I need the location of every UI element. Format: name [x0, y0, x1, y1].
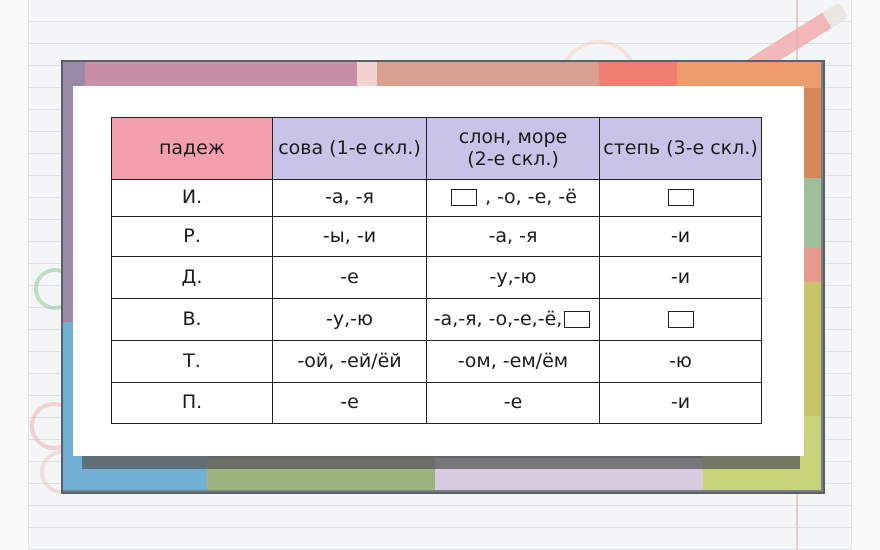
case-cell: И. [111, 179, 273, 217]
board-band [357, 62, 377, 88]
ending-text: -е [503, 391, 523, 414]
header-second-declension-line1: слон, море [458, 125, 568, 148]
ending-cell-second-declension: , -о, -е, -ё [426, 179, 600, 217]
case-cell: Д. [111, 256, 273, 299]
board-band [677, 62, 821, 88]
declension-table: падеж сова (1-е скл.) слон, море (2-е ск… [111, 117, 762, 424]
board-band [801, 88, 821, 178]
notebook-left-edge [0, 0, 29, 550]
ending-cell-second-declension: -е [426, 382, 600, 424]
ending-text: -ы, -и [322, 224, 377, 247]
ending-cell-second-declension: -у,-ю [426, 256, 600, 299]
ending-cell-first-declension: -ой, -ей/ёй [272, 340, 427, 383]
ending-cell-third-declension: -ю [599, 340, 762, 383]
ending-cell-first-declension: -е [272, 382, 427, 424]
board-band [801, 248, 821, 282]
case-cell: В. [111, 298, 273, 341]
blank-box-icon [564, 310, 591, 328]
header-row: падеж сова (1-е скл.) слон, море (2-е ск… [111, 117, 762, 180]
header-case: падеж [111, 117, 273, 180]
ending-text: -и [670, 224, 691, 247]
blank-box-icon [667, 189, 694, 207]
ending-text: -е [340, 265, 359, 288]
ending-text: -ом, -ем/ём [457, 349, 569, 372]
ending-text: -у,-ю [489, 265, 537, 288]
ending-cell-third-declension [599, 298, 762, 341]
ending-text: -ой, -ей/ёй [297, 349, 402, 372]
header-first-declension: сова (1-е скл.) [272, 117, 427, 180]
case-cell: П. [111, 382, 273, 424]
ending-cell-third-declension: -и [599, 256, 762, 299]
ending-text: -и [670, 391, 691, 414]
table-row: Р. -ы, -и -а, -я -и [111, 216, 762, 257]
table-row: Т. -ой, -ей/ёй -ом, -ем/ём -ю [111, 340, 762, 383]
ending-cell-second-declension: -ом, -ем/ём [426, 340, 600, 383]
table-row: В. -у,-ю -а,-я, -о,-е,-ё, [111, 298, 762, 341]
header-third-declension: степь (3-е скл.) [599, 117, 762, 180]
case-cell: Р. [111, 216, 273, 257]
table-row: П. -е -е -и [111, 382, 762, 424]
ending-cell-first-declension: -у,-ю [272, 298, 427, 341]
header-second-declension: слон, море (2-е скл.) [426, 117, 600, 180]
board-band [377, 62, 599, 88]
board-band [801, 178, 821, 248]
board-band [85, 62, 357, 88]
board-band [599, 62, 677, 88]
notebook-right-edge [851, 0, 880, 550]
blank-box-icon [667, 310, 694, 328]
ending-cell-first-declension: -ы, -и [272, 216, 427, 257]
board-band [801, 282, 821, 416]
header-second-declension-line2: (2-е скл.) [467, 147, 559, 170]
ending-text: -а, -я [325, 186, 374, 209]
ending-text: , -о, -е, -ё [479, 186, 577, 209]
ending-cell-third-declension: -и [599, 216, 762, 257]
blank-box-icon [451, 189, 478, 207]
ending-text: -е [340, 391, 359, 414]
table-row: И. -а, -я , -о, -е, -ё [111, 179, 762, 217]
card-shadow [82, 455, 800, 469]
ending-text: -а, -я [488, 224, 538, 247]
ending-cell-second-declension: -а,-я, -о,-е,-ё, [426, 298, 600, 341]
ending-text: -и [670, 265, 691, 288]
ending-cell-third-declension [599, 179, 762, 217]
ending-text: -а,-я, -о,-е,-ё, [433, 307, 563, 330]
case-cell: Т. [111, 340, 273, 383]
ending-cell-first-declension: -е [272, 256, 427, 299]
ending-cell-first-declension: -а, -я [272, 179, 427, 217]
table-row: Д. -е -у,-ю -и [111, 256, 762, 299]
ending-cell-third-declension: -и [599, 382, 762, 424]
ending-text: -ю [669, 349, 692, 372]
ending-cell-second-declension: -а, -я [426, 216, 600, 257]
ending-text: -у,-ю [326, 307, 373, 330]
